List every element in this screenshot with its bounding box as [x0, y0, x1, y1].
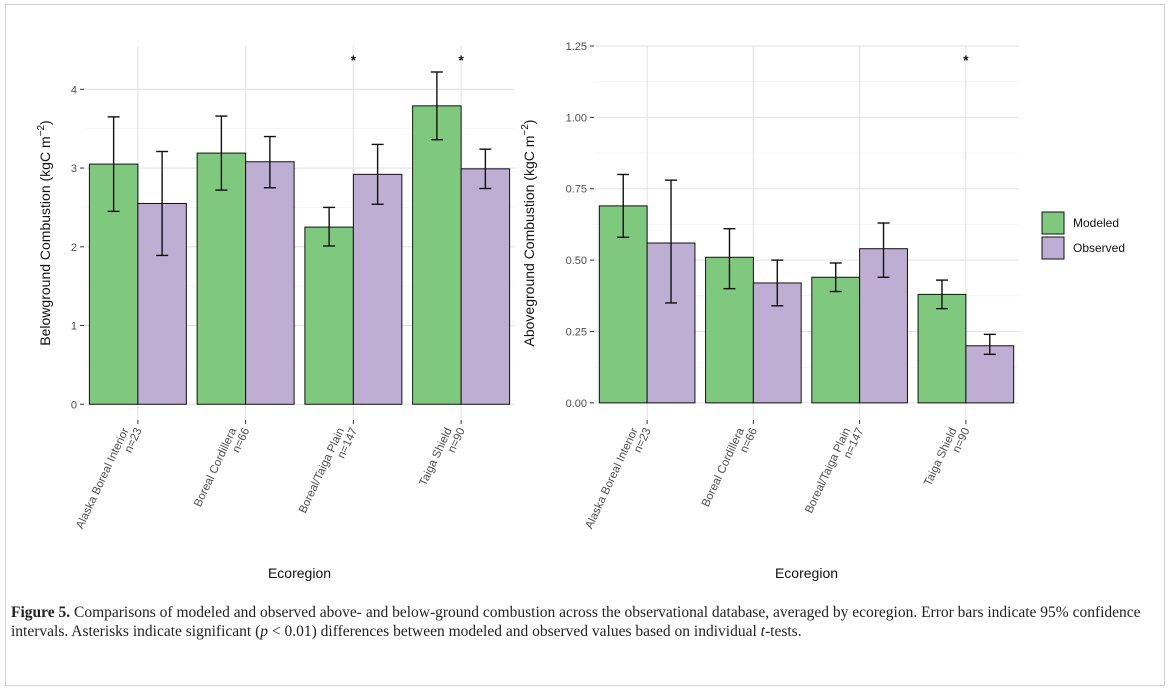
- caption-text-2: < 0.01) differences between modeled and …: [267, 623, 761, 640]
- y-axis-title: Belowground Combustion (kgC m−2): [36, 120, 53, 345]
- error-bar: [215, 115, 228, 191]
- y-tick-label: 0.50: [566, 255, 587, 267]
- y-axis-title-superscript: −2: [520, 124, 531, 136]
- bar-observed: [352, 173, 403, 405]
- y-tick-label: 0: [71, 399, 77, 411]
- error-bar: [829, 262, 842, 293]
- error-bar: [479, 148, 492, 190]
- bar-modeled: [196, 152, 247, 405]
- y-tick-label: 0.75: [566, 184, 587, 196]
- significance-asterisk: *: [351, 52, 357, 68]
- x-tick-label: Boreal Cordillera: [192, 426, 239, 509]
- y-tick-label: 0.00: [566, 398, 587, 410]
- legend-swatch: [1041, 236, 1065, 260]
- bar-observed: [245, 161, 295, 405]
- x-tick-label: Alaska Boreal Interior: [74, 426, 131, 531]
- y-axis-title-superscript: −2: [36, 125, 47, 137]
- bar-modeled: [304, 226, 354, 405]
- y-tick-label: 3: [71, 163, 77, 175]
- error-bar: [156, 150, 169, 257]
- x-axis-title: Ecoregion: [268, 565, 331, 581]
- y-tick-label: 0.25: [566, 326, 587, 338]
- bar-modeled: [811, 276, 861, 404]
- y-tick-label: 1.00: [566, 112, 587, 124]
- y-axis-title-main: Aboveground Combustion (kgC m: [521, 136, 537, 347]
- legend-label: Modeled: [1073, 216, 1119, 230]
- error-bar: [771, 259, 784, 307]
- x-axis-title: Ecoregion: [775, 565, 838, 581]
- legend-label: Observed: [1073, 241, 1125, 255]
- bar-observed: [460, 168, 511, 405]
- y-tick-label: 1: [71, 321, 77, 333]
- x-tick-label: Alaska Boreal Interior: [584, 426, 641, 531]
- y-axis-title-main: Belowground Combustion (kgC m: [37, 136, 53, 345]
- significance-asterisk: *: [963, 52, 969, 68]
- y-tick-label: 1.25: [566, 41, 587, 53]
- bar-modeled: [917, 293, 967, 404]
- y-axis-title-end: ): [37, 120, 53, 125]
- caption-p-symbol: p: [260, 623, 268, 640]
- x-tick-label: Boreal Cordillera: [700, 426, 747, 509]
- error-bar: [617, 173, 630, 238]
- y-tick-label: 2: [71, 242, 77, 254]
- error-bar: [371, 143, 384, 205]
- bar-modeled: [598, 205, 648, 404]
- error-bar: [877, 222, 890, 278]
- error-bar: [263, 135, 276, 189]
- bar-modeled: [412, 105, 462, 405]
- figure-frame: [5, 4, 1165, 686]
- error-bar: [430, 71, 443, 141]
- legend: Modeled Observed: [1041, 211, 1125, 260]
- error-bar: [983, 333, 996, 356]
- y-tick-label: 4: [71, 84, 77, 96]
- caption-label: Figure 5.: [11, 604, 71, 621]
- y-axis-title-end: ): [521, 120, 537, 125]
- x-tick-label: Boreal/Taiga Plain: [297, 426, 347, 515]
- caption-text-1: Comparisons of modeled and observed abov…: [11, 604, 1141, 640]
- error-bar: [935, 279, 948, 310]
- caption-t-symbol: t: [760, 623, 765, 640]
- legend-swatch: [1041, 211, 1065, 235]
- error-bar: [107, 116, 120, 213]
- error-bar: [665, 179, 678, 304]
- significance-asterisk: *: [458, 52, 464, 68]
- x-tick-label: Taiga Shield: [417, 426, 454, 488]
- x-tick-label: Taiga Shield: [922, 426, 959, 488]
- error-bar: [723, 228, 736, 290]
- caption-text-3: -tests.: [764, 623, 802, 640]
- error-bar: [323, 206, 336, 247]
- x-tick-label: Boreal/Taiga Plain: [803, 426, 853, 515]
- chart-panel-2: * 0.00 0.25 0.50 0.75 1.00 1.25 Alaska Boreal I…: [520, 41, 1019, 581]
- figure-caption: Figure 5. Comparisons of modeled and obs…: [11, 603, 1146, 641]
- y-axis-title: Aboveground Combustion (kgC m−2): [520, 120, 537, 347]
- bar-observed: [965, 345, 1015, 404]
